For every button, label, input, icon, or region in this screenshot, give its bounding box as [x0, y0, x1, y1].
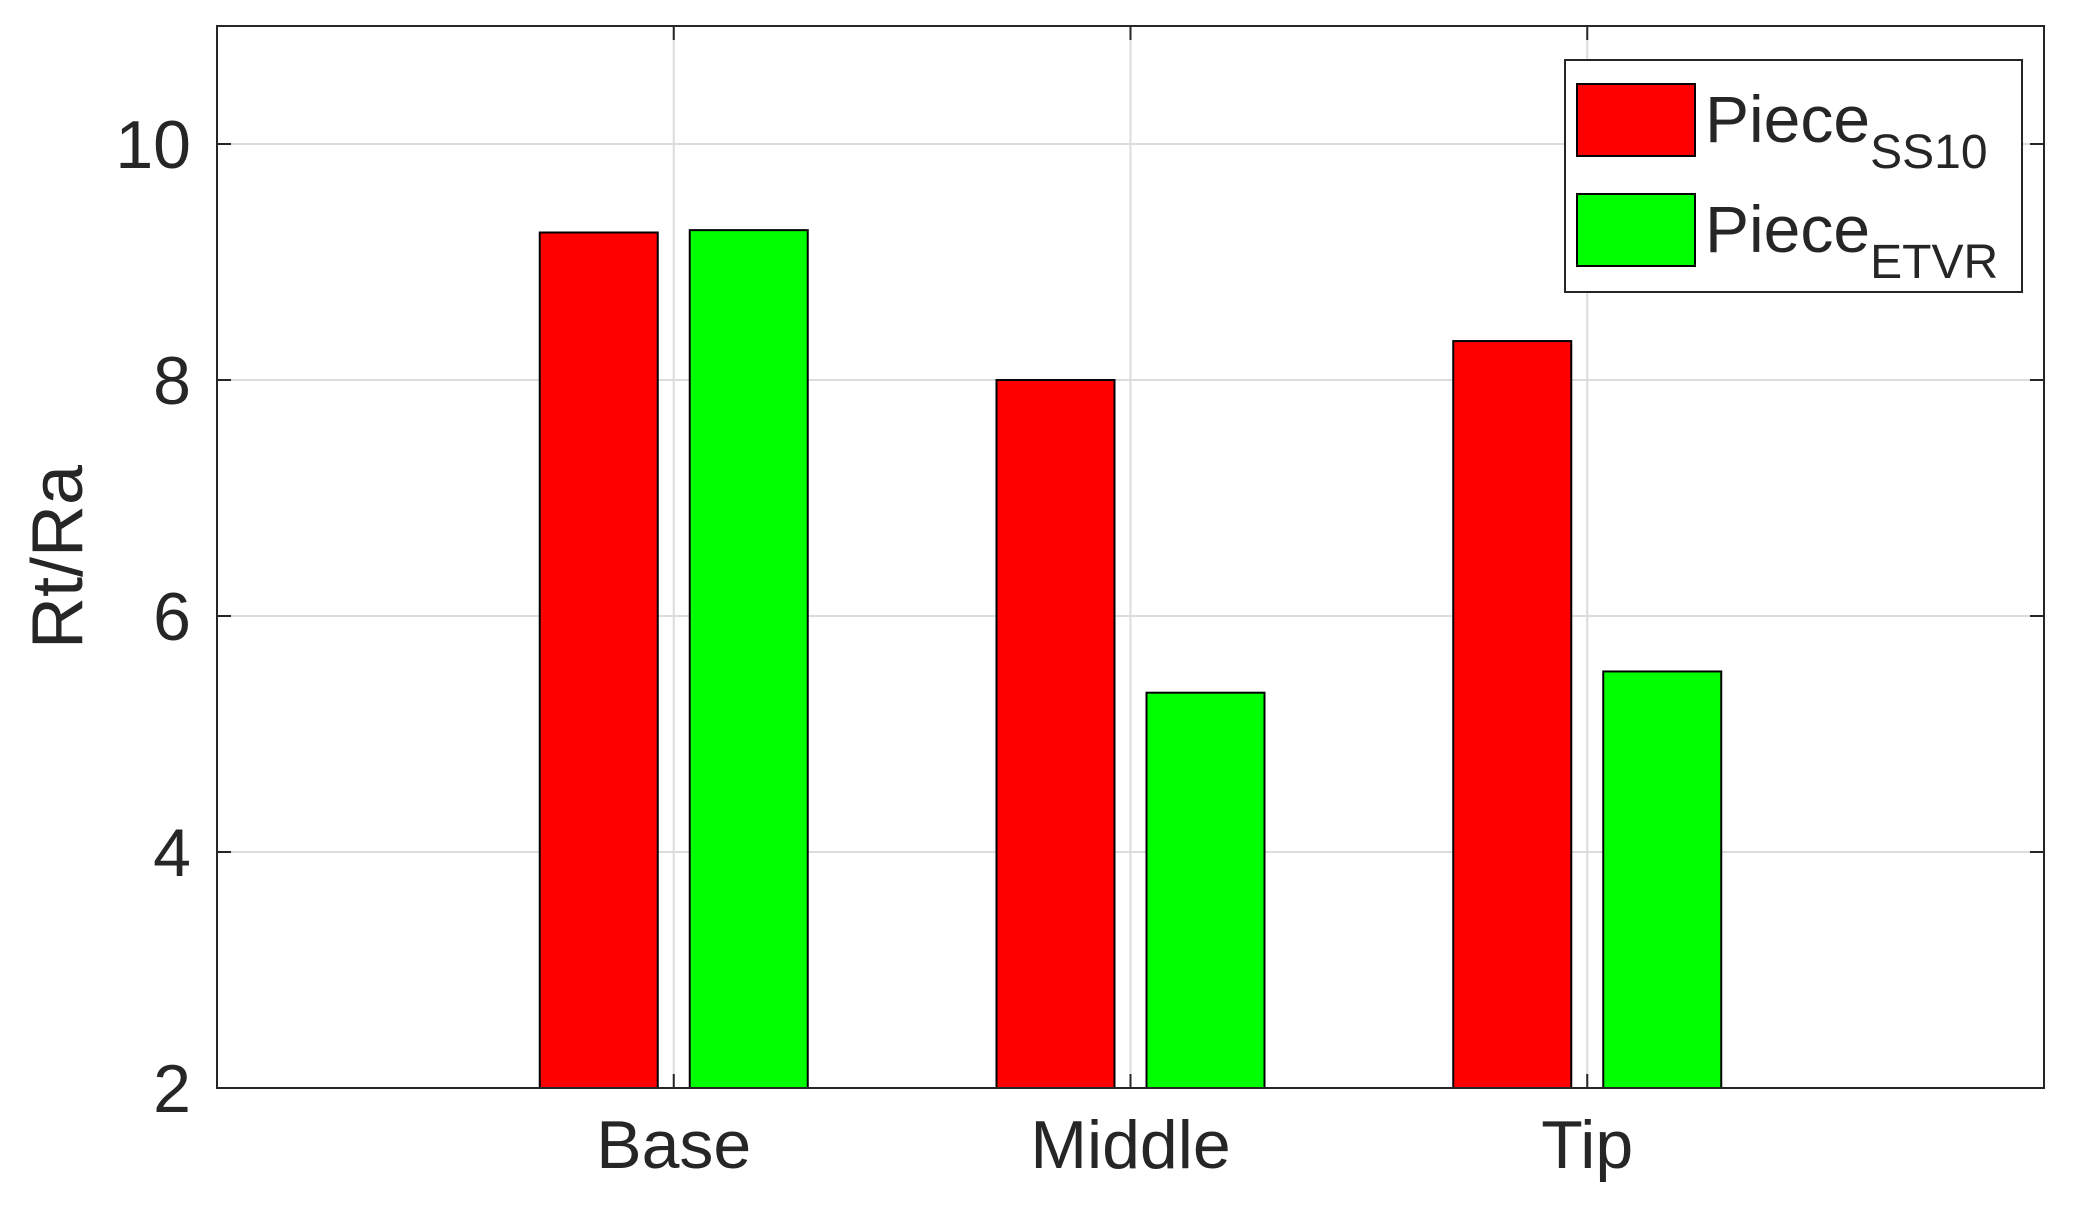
y-tick-label: 4: [153, 815, 191, 891]
y-tick-label: 2: [153, 1051, 191, 1127]
bar-etvr-base: [688, 229, 809, 1089]
bar-ss10-middle: [995, 379, 1116, 1089]
legend-label-ss10: PieceSS10: [1705, 82, 1988, 179]
axis-ticks: 2 4 6 8 10 Base Middle Tip: [115, 26, 2044, 1183]
bar-ss10-tip: [1452, 340, 1573, 1089]
legend-label-etvr: PieceETVR: [1705, 192, 1998, 289]
legend-label-subscript: ETVR: [1870, 236, 1998, 289]
y-tick-label: 8: [153, 343, 191, 419]
legend-swatch-ss10: [1576, 83, 1696, 157]
x-tick-label: Base: [596, 1107, 751, 1183]
x-tick-label: Middle: [1030, 1107, 1230, 1183]
bar-etvr-tip: [1602, 670, 1723, 1090]
legend-swatch-etvr: [1576, 193, 1696, 267]
y-tick-label: 6: [153, 579, 191, 655]
legend-label-subscript: SS10: [1870, 126, 1987, 179]
bar-ss10-base: [538, 231, 659, 1089]
y-tick-label: 10: [115, 107, 191, 183]
bar-etvr-middle: [1145, 691, 1266, 1089]
x-tick-label: Tip: [1541, 1107, 1633, 1183]
bars: [538, 229, 1723, 1090]
legend-label-base: Piece: [1705, 82, 1870, 156]
y-axis-label: Rt/Ra: [18, 464, 98, 649]
legend-label-base: Piece: [1705, 192, 1870, 266]
